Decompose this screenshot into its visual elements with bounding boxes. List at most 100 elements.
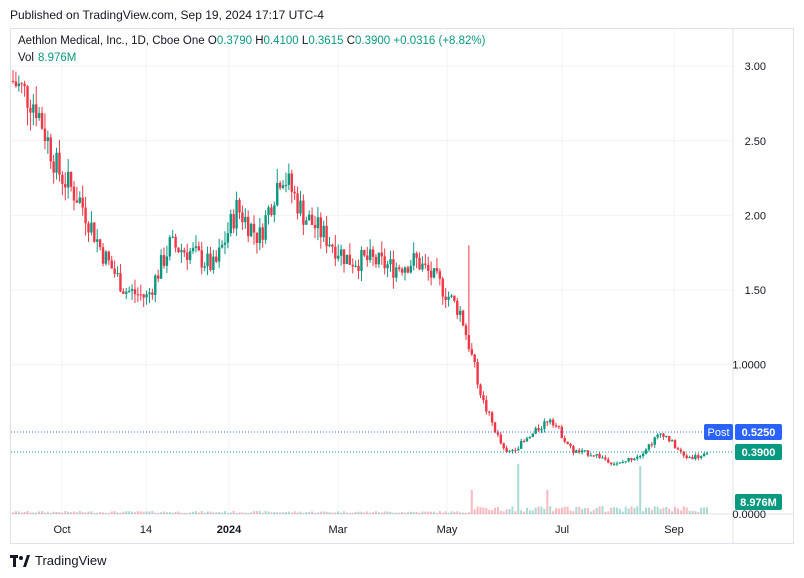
volume-bar	[311, 511, 314, 514]
volume-bar	[459, 512, 462, 514]
volume-bar	[81, 512, 84, 514]
candle-body	[383, 256, 386, 269]
candle-body	[35, 104, 38, 119]
candle-body	[360, 249, 363, 271]
volume-bar	[453, 511, 456, 514]
volume-bar	[421, 511, 424, 514]
volume-bar	[351, 512, 354, 514]
volume-bar	[305, 512, 308, 514]
volume-bar	[586, 508, 589, 514]
candle-body	[641, 453, 645, 457]
candle-body	[470, 349, 473, 355]
candle-body	[11, 81, 15, 83]
volume-bar	[647, 507, 650, 514]
volume-bar	[517, 464, 520, 514]
volume-bar	[621, 511, 624, 514]
candle-body	[647, 444, 651, 450]
volume-bar	[691, 510, 694, 514]
volume-bar	[119, 512, 122, 514]
candle-body	[113, 268, 116, 274]
candle-body	[398, 267, 401, 269]
change-value: +0.0316 (+8.82%)	[393, 35, 486, 47]
candle-body	[676, 448, 680, 450]
candle-body	[633, 458, 636, 461]
volume-bar	[433, 511, 436, 514]
candle-body	[345, 254, 349, 264]
candle-body	[278, 182, 282, 188]
candle-body	[476, 362, 479, 385]
volume-bar	[479, 507, 482, 514]
candle-body	[26, 86, 29, 108]
volume-bar	[601, 506, 604, 514]
candle-body	[522, 441, 526, 443]
x-tick-label: Sep	[664, 524, 684, 536]
volume-bar	[264, 511, 267, 514]
volume-bar	[581, 508, 584, 514]
volume-bar	[136, 511, 139, 514]
candle-body	[435, 268, 439, 272]
candle-body	[461, 310, 465, 326]
high-value: 0.4100	[263, 35, 299, 47]
candle-body	[630, 458, 633, 461]
volume-bar	[572, 511, 575, 514]
volume-bar	[514, 511, 517, 514]
candle-body	[351, 264, 354, 267]
volume-bar	[467, 512, 470, 514]
candle-body	[119, 273, 122, 292]
candle-body	[554, 425, 558, 427]
volume-bar	[96, 512, 99, 514]
candle-body	[226, 233, 230, 243]
volume-bar	[250, 512, 253, 514]
post-price-value: 0.5250	[742, 427, 776, 439]
volume-value: 8.976M	[38, 52, 77, 64]
volume-bar	[508, 509, 511, 514]
candle-body	[453, 295, 456, 301]
candle-body	[247, 216, 250, 237]
volume-bar	[630, 506, 633, 514]
volume-bar	[61, 512, 64, 514]
candle-body	[29, 107, 32, 113]
candle-body	[368, 249, 372, 261]
volume-bar	[64, 511, 67, 514]
candle-body	[621, 462, 624, 464]
volume-bar	[165, 512, 168, 514]
candle-body	[316, 217, 320, 229]
candle-body	[482, 395, 485, 401]
candle-body	[427, 264, 430, 271]
volume-bar	[615, 507, 618, 514]
volume-bar	[282, 512, 285, 514]
volume-bar	[639, 466, 642, 514]
volume-bar	[607, 511, 610, 514]
post-tag	[704, 424, 733, 440]
volume-bar	[235, 512, 238, 514]
volume-bar	[372, 512, 375, 514]
candle-body	[287, 173, 291, 185]
high-label: H	[255, 35, 264, 47]
volume-bar	[427, 511, 430, 514]
candle-body	[566, 441, 569, 444]
volume-bar	[325, 511, 328, 514]
volume-bar	[67, 511, 70, 514]
volume-bar	[540, 506, 543, 514]
volume-bar	[653, 506, 656, 514]
volume-bar	[35, 512, 38, 514]
volume-bar	[360, 511, 363, 514]
candle-body	[264, 215, 267, 240]
candle-body	[389, 259, 392, 265]
candle-body	[159, 255, 163, 279]
volume-bar	[177, 511, 180, 514]
candle-body	[290, 173, 293, 192]
candle-body	[694, 455, 697, 460]
candle-body	[69, 171, 73, 187]
volume-bar	[435, 512, 438, 514]
candle-body	[64, 183, 67, 188]
x-tick-label: Jul	[555, 524, 569, 536]
candle-body	[537, 428, 540, 431]
volume-bar	[520, 510, 523, 514]
candle-body	[348, 254, 352, 265]
x-tick-label: 14	[140, 524, 152, 536]
volume-bar	[102, 512, 105, 514]
candle-body	[511, 450, 514, 452]
volume-bar	[113, 511, 116, 514]
